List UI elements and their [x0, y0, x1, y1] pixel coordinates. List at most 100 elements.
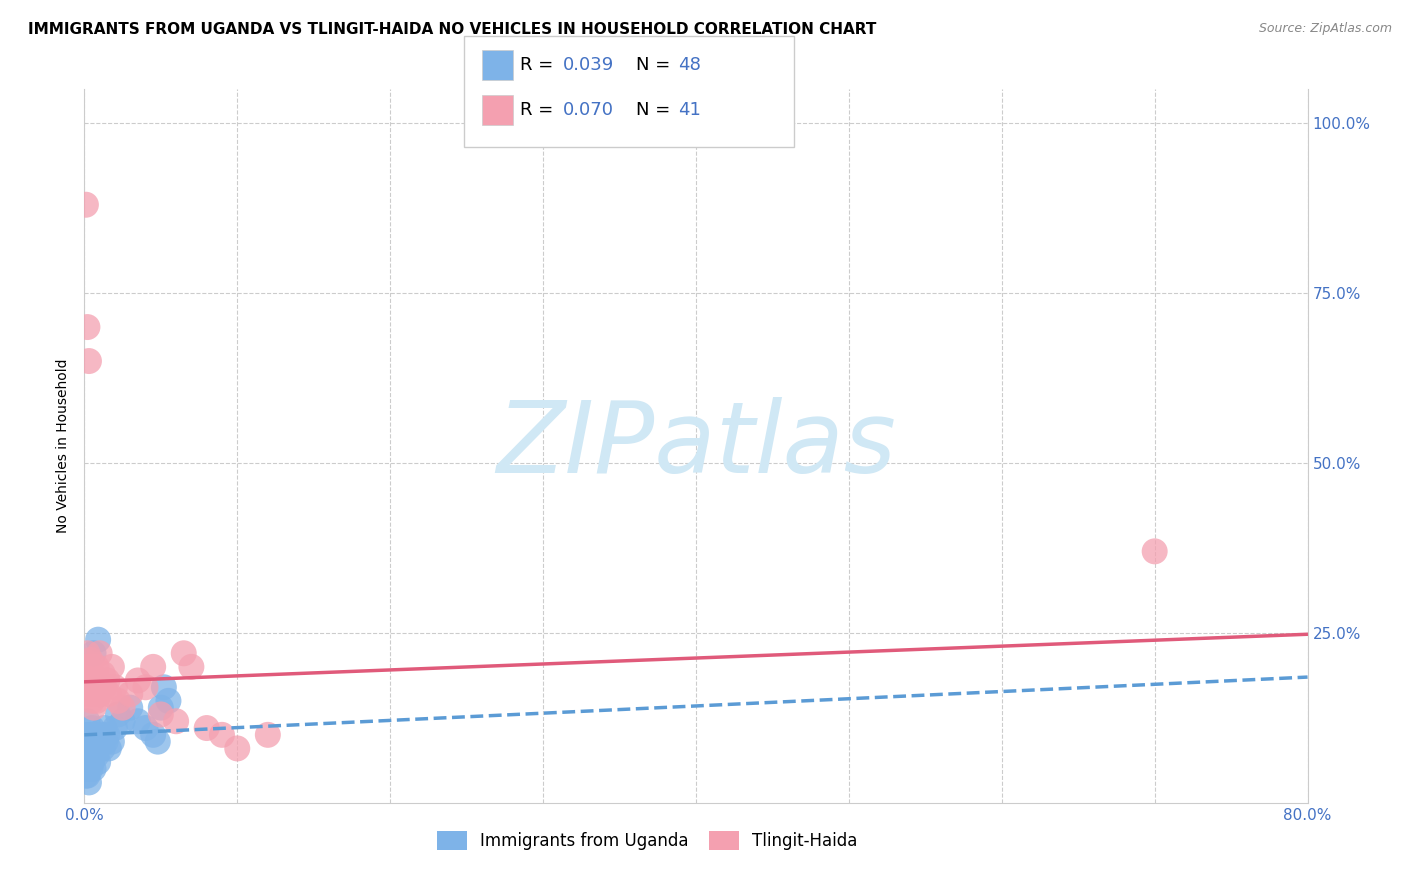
Point — [146, 734, 169, 748]
Point — [94, 734, 117, 748]
Point — [77, 755, 100, 769]
Point — [75, 728, 97, 742]
Point — [96, 728, 118, 742]
Text: Source: ZipAtlas.com: Source: ZipAtlas.com — [1258, 22, 1392, 36]
Point — [80, 741, 103, 756]
Text: R =: R = — [520, 56, 560, 74]
Point — [89, 687, 111, 701]
Text: IMMIGRANTS FROM UGANDA VS TLINGIT-HAIDA NO VEHICLES IN HOUSEHOLD CORRELATION CHA: IMMIGRANTS FROM UGANDA VS TLINGIT-HAIDA … — [28, 22, 876, 37]
Text: R =: R = — [520, 101, 560, 119]
Point — [83, 646, 105, 660]
Y-axis label: No Vehicles in Household: No Vehicles in Household — [56, 359, 70, 533]
Point — [87, 673, 110, 688]
Point — [86, 734, 108, 748]
Point — [127, 714, 149, 729]
Point — [101, 734, 124, 748]
Point — [86, 694, 108, 708]
Point — [76, 673, 98, 688]
Point — [104, 680, 127, 694]
Point — [79, 687, 101, 701]
Point — [83, 762, 105, 776]
Point — [96, 673, 118, 688]
Point — [120, 687, 142, 701]
Point — [76, 734, 98, 748]
Point — [101, 660, 124, 674]
Point — [87, 755, 110, 769]
Point — [83, 748, 105, 763]
Point — [157, 694, 180, 708]
Point — [77, 660, 100, 674]
Point — [257, 728, 280, 742]
Point — [84, 741, 107, 756]
Point — [89, 734, 111, 748]
Point — [89, 646, 111, 660]
Text: 0.039: 0.039 — [562, 56, 613, 74]
Text: 48: 48 — [678, 56, 700, 74]
Point — [90, 728, 112, 742]
Point — [76, 714, 98, 729]
Point — [86, 748, 108, 763]
Text: ZIPatlas: ZIPatlas — [496, 398, 896, 494]
Point — [120, 700, 142, 714]
Point — [142, 660, 165, 674]
Point — [76, 748, 98, 763]
Point — [87, 632, 110, 647]
Point — [153, 680, 176, 694]
Text: 0.070: 0.070 — [562, 101, 613, 119]
Point — [76, 762, 98, 776]
Point — [84, 680, 107, 694]
Point — [75, 741, 97, 756]
Point — [77, 775, 100, 789]
Point — [77, 680, 100, 694]
Point — [107, 694, 129, 708]
Point — [91, 741, 114, 756]
Legend: Immigrants from Uganda, Tlingit-Haida: Immigrants from Uganda, Tlingit-Haida — [429, 822, 866, 859]
Point — [75, 769, 97, 783]
Point — [93, 721, 115, 735]
Point — [76, 769, 98, 783]
Point — [111, 714, 134, 729]
Point — [149, 707, 172, 722]
Point — [77, 741, 100, 756]
Point — [79, 762, 101, 776]
Point — [84, 728, 107, 742]
Point — [80, 755, 103, 769]
Point — [107, 707, 129, 722]
Point — [77, 354, 100, 368]
Point — [75, 660, 97, 674]
Point — [97, 741, 120, 756]
Point — [127, 673, 149, 688]
Point — [180, 660, 202, 674]
Point — [79, 653, 101, 667]
Point — [135, 721, 157, 735]
Point — [195, 721, 218, 735]
Point — [77, 728, 100, 742]
Point — [226, 741, 249, 756]
Point — [75, 762, 97, 776]
Point — [83, 673, 105, 688]
Point — [86, 660, 108, 674]
Point — [104, 721, 127, 735]
Point — [80, 666, 103, 681]
Text: 41: 41 — [678, 101, 700, 119]
Point — [135, 680, 157, 694]
Text: N =: N = — [636, 101, 675, 119]
Point — [75, 755, 97, 769]
Text: N =: N = — [636, 56, 675, 74]
Point — [165, 714, 187, 729]
Point — [1143, 544, 1166, 558]
Point — [173, 646, 195, 660]
Point — [93, 680, 115, 694]
Point — [97, 687, 120, 701]
Point — [76, 320, 98, 334]
Point — [91, 666, 114, 681]
Point — [76, 646, 98, 660]
Point — [80, 721, 103, 735]
Point — [149, 700, 172, 714]
Point — [79, 734, 101, 748]
Point — [80, 694, 103, 708]
Point — [83, 700, 105, 714]
Point — [75, 198, 97, 212]
Point — [111, 700, 134, 714]
Point — [211, 728, 233, 742]
